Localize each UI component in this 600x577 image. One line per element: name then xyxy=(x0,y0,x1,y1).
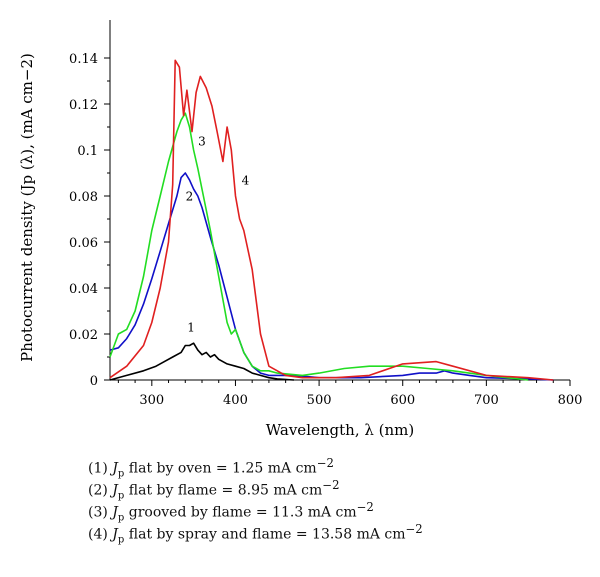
y-tick-label: 0 xyxy=(90,374,98,389)
legend-number: (1) xyxy=(88,460,113,477)
curve-label-2: 2 xyxy=(186,190,194,204)
curve-label-3: 3 xyxy=(198,134,206,148)
legend-text: flat by oven = 1.25 mA cm xyxy=(124,460,317,477)
x-tick-label: 500 xyxy=(307,393,332,408)
legend-exponent: −2 xyxy=(322,478,340,492)
legend-symbol: J xyxy=(112,482,118,499)
y-tick-label: 0.04 xyxy=(69,282,98,297)
legend: (1) Jp flat by oven = 1.25 mA cm−2 (2) Jp… xyxy=(88,452,588,545)
series-line-1 xyxy=(109,342,295,381)
legend-text: flat by flame = 8.95 mA cm xyxy=(124,482,323,499)
y-tick-label: 0.14 xyxy=(69,52,98,67)
legend-text: grooved by flame = 11.3 mA cm xyxy=(124,504,357,521)
y-tick-label: 0.12 xyxy=(69,98,98,113)
curve-label-1: 1 xyxy=(187,321,195,335)
series-line-3 xyxy=(109,112,529,381)
legend-subscript: p xyxy=(117,468,125,480)
legend-number: (4) xyxy=(88,526,113,543)
legend-entry-2: (2) Jp flat by flame = 8.95 mA cm−2 xyxy=(88,474,588,501)
series-line-2 xyxy=(109,172,554,381)
legend-entry-3: (3) Jp grooved by flame = 11.3 mA cm−2 xyxy=(88,496,588,523)
y-axis-title: Photocurrent density (Jp (λ), (mA cm−2) xyxy=(18,53,36,362)
x-tick-label: 800 xyxy=(558,393,583,408)
x-axis-title: Wavelength, λ (nm) xyxy=(266,421,414,439)
plot-area: 300 400 500 600 700 800 0 0.02 0.04 0.06 0.08 0.1 0.… xyxy=(18,20,583,439)
y-tick-label: 0.06 xyxy=(69,236,98,251)
legend-exponent: −2 xyxy=(356,500,374,514)
curve-label-4: 4 xyxy=(242,174,250,188)
legend-symbol: J xyxy=(112,504,118,521)
x-tick-label: 600 xyxy=(390,393,415,408)
series-line-4 xyxy=(109,59,554,381)
legend-entry-1: (1) Jp flat by oven = 1.25 mA cm−2 xyxy=(88,452,588,479)
y-tick-label: 0.1 xyxy=(77,144,98,159)
legend-entry-4: (4) Jp flat by spray and flame = 13.58 m… xyxy=(88,518,588,545)
x-tick-label: 700 xyxy=(474,393,499,408)
y-tick-label: 0.08 xyxy=(69,190,98,205)
legend-number: (3) xyxy=(88,504,113,521)
x-tick-label: 400 xyxy=(223,393,248,408)
legend-exponent: −2 xyxy=(316,456,334,470)
y-tick-label: 0.02 xyxy=(69,328,98,343)
legend-exponent: −2 xyxy=(405,522,423,536)
legend-text: flat by spray and flame = 13.58 mA cm xyxy=(124,526,406,543)
legend-symbol: J xyxy=(112,526,118,543)
legend-subscript: p xyxy=(117,512,125,524)
legend-symbol: J xyxy=(112,460,118,477)
x-tick-label: 300 xyxy=(139,393,164,408)
legend-number: (2) xyxy=(88,482,113,499)
legend-subscript: p xyxy=(117,534,125,546)
legend-subscript: p xyxy=(117,490,125,502)
